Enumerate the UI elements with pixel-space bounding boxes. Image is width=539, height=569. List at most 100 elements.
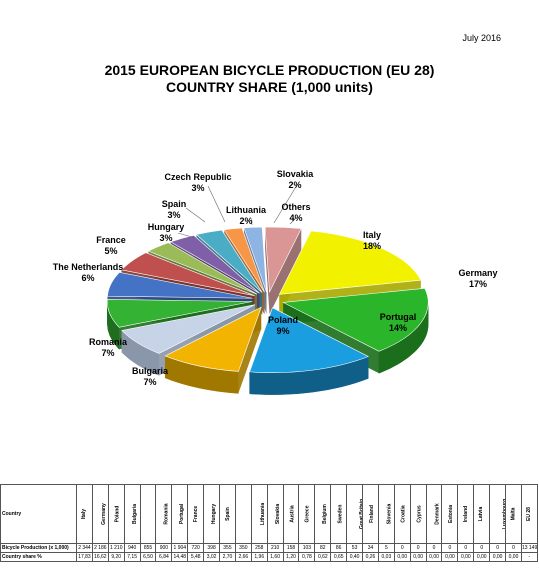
slice-label-poland: Poland: [268, 315, 298, 325]
slice-label-spain: Spain: [162, 199, 187, 209]
table-cell: 1,60: [266, 552, 284, 562]
table-cell: 7,15: [123, 552, 141, 562]
table-cell: 1 210: [107, 543, 125, 553]
slice-label-bulgaria: Bulgaria: [132, 366, 169, 376]
table-column-header: EU 28: [520, 484, 538, 544]
slice-pct-slovakia: 2%: [288, 180, 301, 190]
table-cell: 9,20: [107, 552, 125, 562]
pie-slice-poland: [164, 306, 262, 394]
slice-pct-romania: 7%: [101, 348, 114, 358]
table-cell: 0: [425, 543, 443, 553]
slice-pct-portugal: 14%: [389, 323, 407, 333]
table-cell: 855: [139, 543, 157, 553]
table-cell: 258: [250, 543, 268, 553]
table-cell: 103: [298, 543, 316, 553]
column-header-label: Malta: [510, 507, 517, 521]
table-cell: 210: [266, 543, 284, 553]
slice-pct-bulgaria: 7%: [143, 377, 156, 387]
table-column-header: The Netherlands: [139, 484, 157, 544]
table-cell: 0,26: [362, 552, 379, 562]
table-column-header: Luxembourg: [489, 484, 507, 544]
table-cell: 13 149: [520, 543, 538, 553]
table-cell: 0: [393, 543, 411, 553]
table-cell: 0,78: [298, 552, 316, 562]
table-cell: 0: [489, 543, 507, 553]
table-column-header: Italy: [76, 484, 93, 544]
chart-title-line2: COUNTRY SHARE (1,000 units): [166, 79, 373, 95]
leader-line: [273, 184, 298, 224]
slice-label-czech-republic: Czech Republic: [164, 172, 231, 182]
slice-pct-poland: 9%: [276, 326, 289, 336]
slice-label-lithuania: Lithuania: [226, 205, 267, 215]
pie-slice-portugal: [249, 307, 369, 395]
slice-pct-germany: 17%: [469, 279, 487, 289]
row-label-production: Bicycle Production (x 1,000): [0, 543, 77, 553]
table-cell: 5,48: [187, 552, 205, 562]
column-header-label: Slovakia: [274, 503, 281, 525]
leader-line: [177, 232, 196, 239]
table-column-header: Latvia: [473, 484, 491, 544]
table-cell: 0,00: [409, 552, 427, 562]
table-cell: 34: [362, 543, 379, 553]
slice-pct-the-netherlands: 6%: [81, 273, 94, 283]
table-cell: 16,62: [91, 552, 109, 562]
table-cell: 0,65: [330, 552, 348, 562]
slice-pct-italy: 18%: [363, 241, 381, 251]
column-header-label: Germany: [100, 503, 107, 525]
table-header-country: Country: [0, 484, 77, 544]
slice-label-italy: Italy: [363, 230, 381, 240]
table-row-production: Bicycle Production (x 1,000) 2 344 2 186 1 …: [0, 543, 538, 553]
leader-line: [207, 185, 226, 223]
table-cell: 355: [219, 543, 236, 553]
slice-pct-spain: 3%: [167, 210, 180, 220]
table-column-header: Great Britain: [346, 484, 364, 544]
column-header-label: Poland: [114, 505, 121, 523]
table-column-header: Spain: [219, 484, 236, 544]
slice-pct-france: 5%: [104, 246, 117, 256]
column-header-label: Italy: [81, 508, 88, 520]
column-header-label: Sweden: [337, 504, 344, 524]
table-column-header: Malta: [505, 484, 522, 544]
column-header-label: Ireland: [463, 505, 470, 523]
column-header-label: Greece: [304, 505, 311, 523]
slice-label-hungary: Hungary: [148, 222, 185, 232]
slice-label-romania: Romania: [89, 337, 128, 347]
table-column-header: Ireland: [457, 484, 475, 544]
slice-label-the-netherlands: The Netherlands: [53, 262, 124, 272]
column-header-label: Bulgaria: [131, 503, 138, 525]
table-column-header: Cyprus: [409, 484, 427, 544]
table-cell: 86: [330, 543, 348, 553]
column-header-label: EU 28: [526, 507, 533, 521]
table-column-header: Denmark: [425, 484, 443, 544]
table-column-header: Croatia: [393, 484, 411, 544]
table-column-header: Lithuania: [250, 484, 268, 544]
table-column-header: Czech Republic: [234, 484, 252, 544]
table-column-header: Slovenia: [377, 484, 395, 544]
column-header-label: Hungary: [211, 503, 218, 525]
slice-pct-hungary: 3%: [159, 233, 172, 243]
table-cell: 0: [505, 543, 522, 553]
table-cell: 940: [123, 543, 141, 553]
column-header-label: Latvia: [478, 506, 485, 522]
table-cell: 0,00: [441, 552, 459, 562]
table-cell: 53: [346, 543, 364, 553]
report-date: July 2016: [462, 33, 501, 43]
production-table: Country Italy Germany Poland BulgariaThe Net…: [0, 484, 538, 562]
table-cell: 5: [377, 543, 395, 553]
table-column-header: Finland: [362, 484, 379, 544]
row-label-share: Country share %: [0, 552, 77, 562]
column-header-label: France: [193, 505, 200, 523]
table-cell: 1,20: [282, 552, 300, 562]
leader-line: [289, 217, 297, 225]
table-cell: 0: [441, 543, 459, 553]
table-cell: 0: [409, 543, 427, 553]
table-cell: 1,96: [250, 552, 268, 562]
column-header-label: Estonia: [448, 504, 455, 524]
table-cell: 0,00: [425, 552, 443, 562]
table-cell: 14,48: [171, 552, 189, 562]
table-cell: 2,66: [234, 552, 252, 562]
column-header-label: Portugal: [179, 503, 186, 525]
table-cell: 2,70: [219, 552, 236, 562]
table-cell: 0: [473, 543, 491, 553]
pie-slice-others: [264, 226, 302, 315]
